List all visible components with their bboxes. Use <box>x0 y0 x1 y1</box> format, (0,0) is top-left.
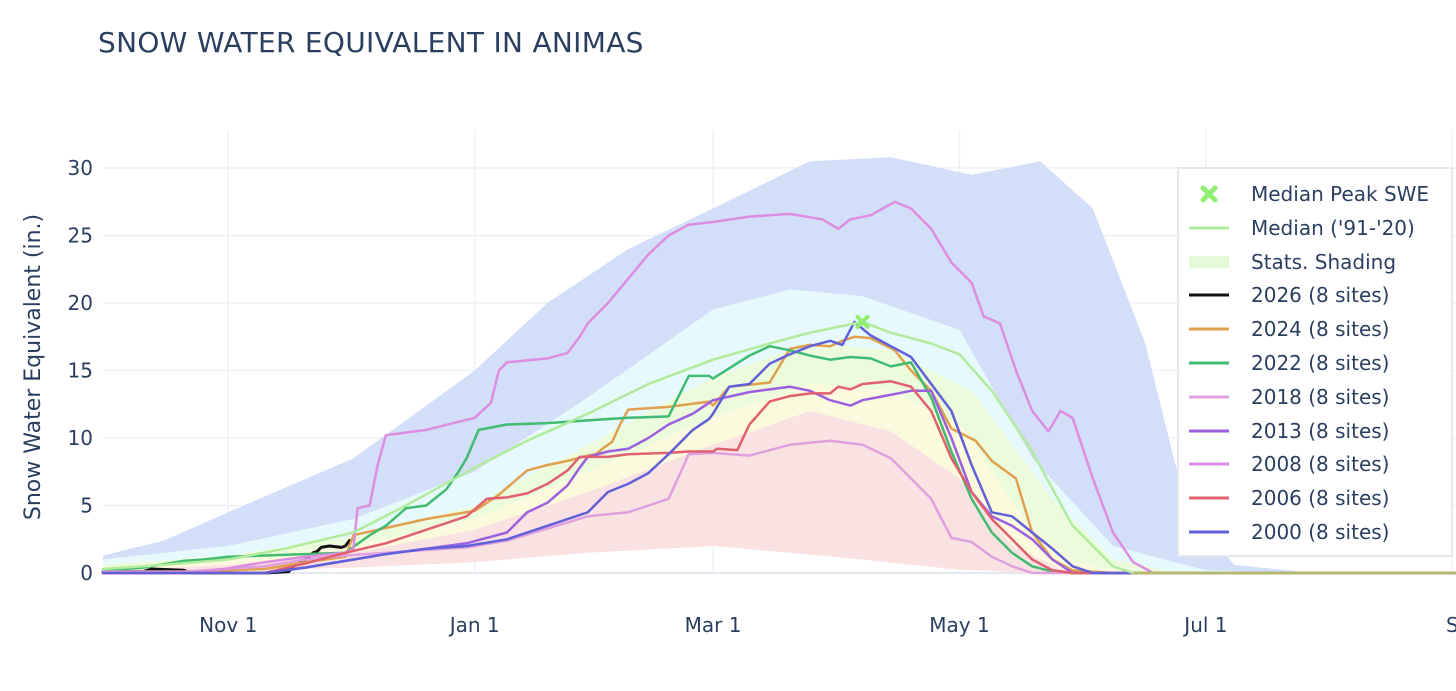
legend-swatch <box>1187 382 1231 412</box>
x-tick-label: Nov 1 <box>199 613 257 637</box>
legend-item[interactable]: Median Peak SWE <box>1179 179 1453 209</box>
legend-label: Stats. Shading <box>1251 249 1397 274</box>
legend-swatch <box>1187 213 1231 243</box>
legend-swatch <box>1187 179 1231 209</box>
legend-label: 2018 (8 sites) <box>1251 384 1390 409</box>
stat-band-max-90 <box>103 157 1456 573</box>
legend-label: 2024 (8 sites) <box>1251 317 1390 342</box>
legend-swatch <box>1187 314 1231 344</box>
series-line-6 <box>101 380 1456 575</box>
legend-label: Median Peak SWE <box>1251 182 1430 206</box>
series-line-5 <box>101 200 1456 575</box>
x-tick-label: Jul 1 <box>1182 613 1227 637</box>
series-lines-layer <box>101 200 1456 575</box>
y-axis-label: Snow Water Equivalent (in.) <box>21 214 46 520</box>
x-tick-label: S <box>1446 613 1456 637</box>
legend-item[interactable]: 2000 (8 sites) <box>1179 517 1453 547</box>
median-peak-x <box>855 314 870 329</box>
legend-swatch <box>1187 416 1231 446</box>
legend-swatch <box>1187 280 1231 310</box>
y-tick-label: 10 <box>68 426 93 450</box>
legend-item[interactable]: 2026 (8 sites) <box>1179 280 1453 310</box>
legend: Median Peak SWE Median ('91-'20) Stats. Sh… <box>1177 167 1453 557</box>
legend-item[interactable]: 2018 (8 sites) <box>1179 382 1453 412</box>
legend-swatch <box>1187 517 1231 547</box>
legend-label: 2006 (8 sites) <box>1251 486 1390 511</box>
legend-swatch <box>1187 247 1231 277</box>
legend-item[interactable]: Median ('91-'20) <box>1179 213 1453 243</box>
y-tick-label: 20 <box>68 291 93 315</box>
x-tick-label: Jan 1 <box>448 613 500 637</box>
series-line-7 <box>101 320 1456 575</box>
legend-label: 2022 (8 sites) <box>1251 351 1390 375</box>
y-tick-label: 15 <box>68 359 93 383</box>
stat-band-30-min <box>103 411 1456 573</box>
y-tick-label: 25 <box>68 224 93 248</box>
x-tick-label: May 1 <box>929 613 989 637</box>
legend-label: 2000 (8 sites) <box>1251 520 1390 544</box>
series-line-8 <box>101 320 1456 575</box>
y-tick-label: 0 <box>80 561 93 585</box>
legend-label: Median ('91-'20) <box>1251 215 1415 240</box>
marker-layer <box>855 314 870 329</box>
legend-label: 2008 (8 sites) <box>1251 452 1390 477</box>
x-tick-label: Mar 1 <box>685 613 742 637</box>
legend-label: 2026 (8 sites) <box>1251 283 1390 308</box>
legend-label: 2013 (8 sites) <box>1251 418 1390 443</box>
legend-swatch <box>1187 348 1231 378</box>
stat-band-90-70 <box>103 289 1456 573</box>
legend-item[interactable]: 2006 (8 sites) <box>1179 483 1453 513</box>
legend-item[interactable]: Stats. Shading <box>1179 247 1453 277</box>
legend-item[interactable]: 2008 (8 sites) <box>1179 449 1453 479</box>
legend-item[interactable]: 2022 (8 sites) <box>1179 348 1453 378</box>
y-tick-label: 5 <box>80 494 93 518</box>
y-tick-label: 30 <box>68 156 93 180</box>
legend-item[interactable]: 2013 (8 sites) <box>1179 416 1453 446</box>
chart-title: SNOW WATER EQUIVALENT IN ANIMAS <box>98 26 644 59</box>
legend-item[interactable]: 2024 (8 sites) <box>1179 314 1453 344</box>
legend-swatch <box>1187 483 1231 513</box>
axis-labels-layer: 0 5 10 15 20 25 30 Nov 1 Jan 1 Mar 1 May 1 Jul 1 S Sn… <box>21 156 1456 637</box>
legend-swatch <box>1187 449 1231 479</box>
median-peak-marker <box>855 314 870 329</box>
series-line-1 <box>101 335 1456 575</box>
